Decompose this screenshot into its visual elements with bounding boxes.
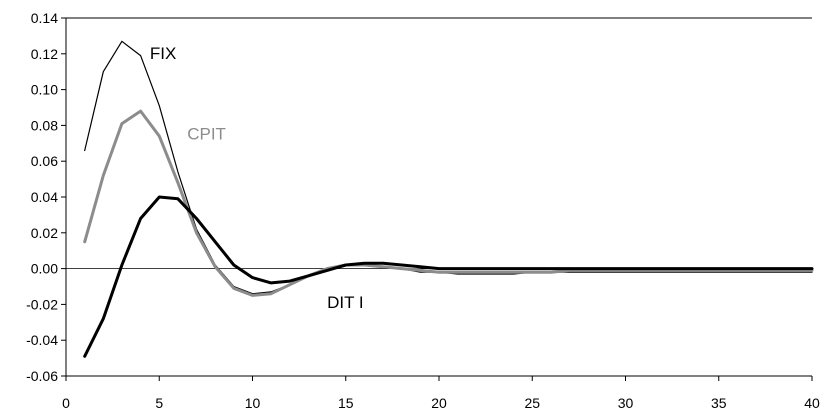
y-tick-label: -0.02 [26,296,58,312]
x-tick-label: 40 [804,395,820,411]
series-line-dit-i [83,195,814,358]
x-tick-label: 30 [618,395,634,411]
x-axis-ticks: 0 5 10 15 20 25 30 35 40 [62,376,820,411]
y-tick-label: 0.12 [31,46,58,62]
y-tick-label: 0.10 [31,82,58,98]
x-tick-label: 5 [155,395,163,411]
y-tick-label: 0.00 [31,261,58,277]
y-axis-ticks: -0.06 -0.04 -0.02 0.00 0.02 0.04 0.06 0.08 0.10 0… [26,10,66,384]
series-label-dit-i: DIT I [327,293,364,312]
series-label-cpit: CPIT [187,125,226,144]
y-tick-label: 0.14 [31,10,58,26]
y-tick-label: -0.06 [26,368,58,384]
y-tick-label: -0.04 [26,332,58,348]
y-tick-label: 0.04 [31,189,58,205]
y-tick-label: 0.06 [31,153,58,169]
y-tick-label: 0.08 [31,117,58,133]
x-tick-label: 10 [245,395,261,411]
x-tick-label: 20 [431,395,447,411]
x-tick-label: 0 [62,395,70,411]
x-tick-label: 25 [524,395,540,411]
axes [65,17,812,377]
series-line-cpit [83,109,814,297]
series-lines [83,40,814,358]
x-tick-label: 15 [338,395,354,411]
x-tick-label: 35 [711,395,727,411]
series-label-fix: FIX [150,44,176,63]
y-tick-label: 0.02 [31,225,58,241]
series-labels: FIX CPIT DIT I [150,44,364,312]
series-line-fix [84,40,813,295]
